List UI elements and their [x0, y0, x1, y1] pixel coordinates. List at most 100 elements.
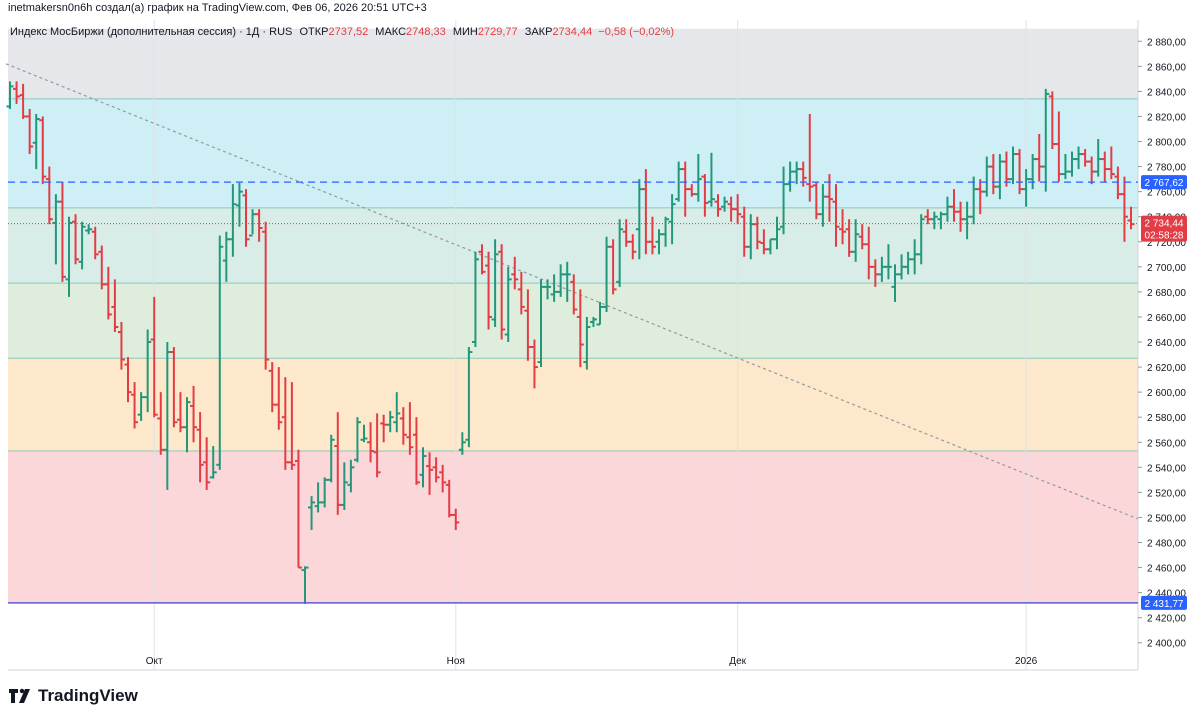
ohlc-bar[interactable]	[498, 244, 506, 340]
ohlc-bar[interactable]	[72, 214, 80, 265]
ohlc-bar[interactable]	[819, 184, 827, 227]
ohlc-bar[interactable]	[904, 251, 912, 275]
ohlc-bar[interactable]	[131, 382, 139, 429]
ohlc-bar[interactable]	[865, 226, 873, 280]
ohlc-bar[interactable]	[609, 239, 617, 295]
ohlc-bar[interactable]	[891, 264, 899, 302]
ohlc-bar[interactable]	[268, 362, 276, 413]
ohlc-bar[interactable]	[957, 201, 965, 232]
ohlc-bar[interactable]	[262, 221, 270, 370]
ohlc-bar[interactable]	[249, 209, 257, 237]
ohlc-bar[interactable]	[589, 316, 597, 327]
ohlc-bar[interactable]	[170, 347, 178, 428]
ohlc-bar[interactable]	[1107, 146, 1115, 180]
ohlc-bar[interactable]	[766, 238, 774, 255]
ohlc-bar[interactable]	[937, 211, 945, 230]
ohlc-bar[interactable]	[58, 181, 66, 282]
ohlc-bar[interactable]	[642, 169, 650, 255]
ohlc-bar[interactable]	[773, 216, 781, 250]
ohlc-bar[interactable]	[117, 321, 125, 370]
ohlc-bar[interactable]	[688, 184, 696, 197]
ohlc-bar[interactable]	[1055, 111, 1063, 182]
ohlc-bar[interactable]	[924, 209, 932, 225]
ohlc-bar[interactable]	[485, 251, 493, 330]
ohlc-bar[interactable]	[793, 161, 801, 185]
ohlc-bar[interactable]	[399, 407, 407, 445]
ohlc-bar[interactable]	[648, 216, 656, 255]
ohlc-bar[interactable]	[111, 279, 119, 332]
ohlc-bar[interactable]	[1088, 156, 1096, 185]
ohlc-bar[interactable]	[721, 196, 729, 212]
ohlc-bar[interactable]	[458, 432, 466, 455]
ohlc-bar[interactable]	[596, 301, 604, 326]
ohlc-bar[interactable]	[884, 244, 892, 280]
price-axis[interactable]	[1138, 0, 1200, 670]
ohlc-bar[interactable]	[419, 447, 427, 488]
ohlc-bar[interactable]	[911, 239, 919, 275]
ohlc-bar[interactable]	[655, 229, 663, 255]
ohlc-bar[interactable]	[780, 166, 788, 235]
ohlc-bar[interactable]	[694, 154, 702, 202]
ohlc-bar[interactable]	[52, 194, 60, 265]
ohlc-bar[interactable]	[334, 412, 342, 515]
ohlc-bar[interactable]	[898, 254, 906, 280]
ohlc-bar[interactable]	[1094, 139, 1102, 177]
ohlc-bar[interactable]	[852, 219, 860, 262]
ohlc-bar[interactable]	[478, 244, 486, 275]
ohlc-bar[interactable]	[557, 264, 565, 297]
ohlc-bar[interactable]	[1101, 151, 1109, 182]
ohlc-bar[interactable]	[832, 184, 840, 247]
ohlc-bar[interactable]	[950, 189, 958, 222]
ohlc-bar[interactable]	[104, 266, 112, 320]
ohlc-bar[interactable]	[1048, 91, 1056, 150]
ohlc-bar[interactable]	[707, 152, 715, 207]
ohlc-bar[interactable]	[98, 245, 106, 290]
ohlc-bar[interactable]	[550, 274, 558, 302]
ohlc-bar[interactable]	[989, 154, 997, 195]
ohlc-bar[interactable]	[445, 479, 453, 518]
ohlc-bar[interactable]	[452, 508, 460, 530]
ohlc-bar[interactable]	[537, 279, 545, 368]
ohlc-bar[interactable]	[1081, 149, 1089, 167]
ohlc-bar[interactable]	[1009, 146, 1017, 185]
ohlc-bar[interactable]	[760, 229, 768, 255]
ohlc-bar[interactable]	[19, 83, 27, 119]
ohlc-bar[interactable]	[786, 161, 794, 192]
ohlc-bar[interactable]	[39, 116, 47, 185]
ohlc-bar[interactable]	[242, 189, 250, 247]
ohlc-bar[interactable]	[222, 231, 230, 282]
ohlc-bar[interactable]	[347, 459, 355, 493]
ohlc-bar[interactable]	[740, 206, 748, 257]
ohlc-bar[interactable]	[439, 464, 447, 493]
ohlc-bar[interactable]	[386, 410, 394, 433]
ohlc-bar[interactable]	[426, 452, 434, 495]
ohlc-bar[interactable]	[465, 347, 473, 448]
ohlc-bar[interactable]	[963, 201, 971, 240]
ohlc-bar[interactable]	[858, 224, 866, 250]
ohlc-bar[interactable]	[176, 392, 184, 433]
ohlc-bar[interactable]	[1120, 176, 1128, 242]
ohlc-bar[interactable]	[157, 392, 165, 455]
ohlc-bar[interactable]	[314, 482, 322, 513]
ohlc-bar[interactable]	[1061, 154, 1069, 180]
ohlc-bar[interactable]	[196, 412, 204, 483]
ohlc-bar[interactable]	[878, 256, 886, 282]
ohlc-bar[interactable]	[327, 434, 335, 483]
footer-brand[interactable]: TradingView	[8, 684, 138, 708]
ohlc-bar[interactable]	[281, 377, 289, 470]
ohlc-bar[interactable]	[976, 179, 984, 215]
ohlc-bar[interactable]	[1114, 166, 1122, 200]
ohlc-bar[interactable]	[1029, 154, 1037, 190]
ohlc-bar[interactable]	[583, 316, 591, 370]
ohlc-bar[interactable]	[753, 216, 761, 250]
ohlc-bar[interactable]	[150, 296, 158, 418]
ohlc-bar[interactable]	[917, 214, 925, 265]
ohlc-bar[interactable]	[367, 422, 375, 463]
ohlc-bar[interactable]	[301, 566, 309, 604]
ohlc-bar[interactable]	[26, 108, 34, 155]
ohlc-bar[interactable]	[629, 234, 637, 260]
ohlc-bar[interactable]	[275, 367, 283, 430]
ohlc-bar[interactable]	[714, 194, 722, 217]
ohlc-bar[interactable]	[996, 154, 1004, 200]
ohlc-bar[interactable]	[6, 81, 14, 109]
